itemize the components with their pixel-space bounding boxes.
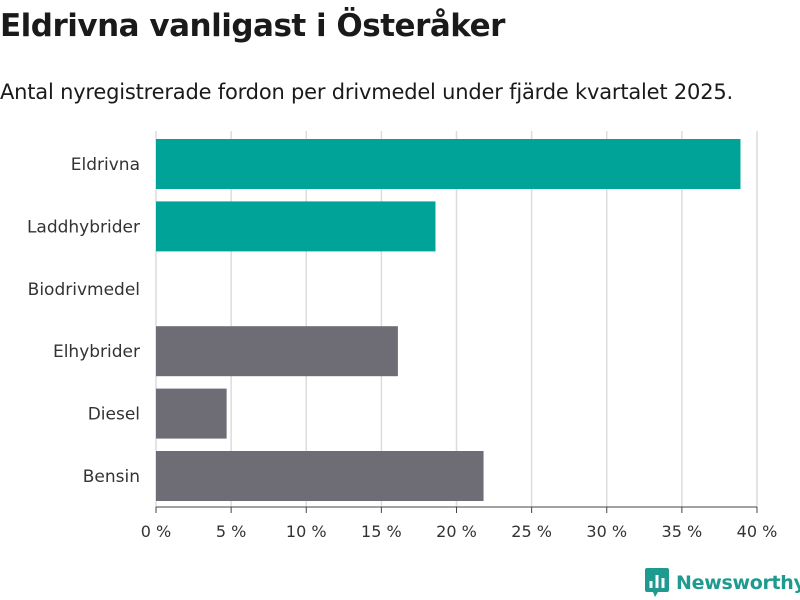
bar-elhybrider xyxy=(156,326,398,377)
category-label: Laddhybrider xyxy=(27,217,140,237)
x-axis-tick-labels: 0 % 5 % 10 % 15 % 20 % 25 % 30 % 35 % 40 % xyxy=(141,507,778,541)
category-labels: Eldrivna Laddhybrider Biodrivmedel Elhybrid… xyxy=(27,155,140,487)
category-label: Biodrivmedel xyxy=(28,280,140,300)
bar-eldrivna xyxy=(156,139,741,189)
x-tick-label: 10 % xyxy=(286,522,327,541)
bar-chart-speech-bubble-icon xyxy=(645,568,669,597)
chart-subtitle: Antal nyregistrerade fordon per drivmede… xyxy=(0,80,734,104)
x-tick-label: 0 % xyxy=(141,522,171,541)
category-label: Bensin xyxy=(83,467,140,487)
category-label: Eldrivna xyxy=(71,155,140,175)
bar-laddhybrider xyxy=(156,201,436,252)
brand-name: Newsworthy xyxy=(676,572,800,594)
x-tick-label: 20 % xyxy=(436,522,477,541)
category-label: Elhybrider xyxy=(53,342,140,362)
grid-layer xyxy=(155,131,758,507)
x-tick-label: 30 % xyxy=(586,522,627,541)
bar-diesel xyxy=(156,388,227,439)
chart-title: Eldrivna vanligast i Österåker xyxy=(0,8,505,44)
x-tick-label: 40 % xyxy=(737,522,778,541)
x-tick-label: 35 % xyxy=(662,522,703,541)
x-tick-label: 25 % xyxy=(511,522,552,541)
newsworthy-logo: Newsworthy xyxy=(644,568,800,598)
category-label: Diesel xyxy=(88,405,140,425)
bar-bensin xyxy=(156,451,484,501)
bar-layer xyxy=(156,139,741,501)
x-tick-label: 15 % xyxy=(361,522,402,541)
x-tick-label: 5 % xyxy=(216,522,246,541)
